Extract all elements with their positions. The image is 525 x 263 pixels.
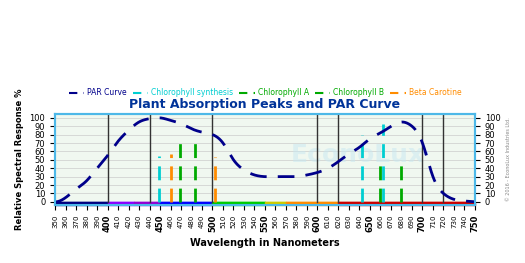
Text: ™: ™ [419,150,429,160]
Text: EconoLux: EconoLux [290,143,424,167]
Bar [160,202,213,205]
Bar [134,202,160,205]
Bar [339,202,475,205]
Bar [55,202,108,205]
Title: Plant Absorption Peaks and PAR Curve: Plant Absorption Peaks and PAR Curve [130,98,401,111]
X-axis label: Wavelength in Nanometers: Wavelength in Nanometers [190,238,340,248]
Legend: PAR Curve, Chlorophyll synthesis, Chlorophyll A, Chlorophyll B, Beta Carotine: PAR Curve, Chlorophyll synthesis, Chloro… [66,85,464,100]
Bar [213,202,265,205]
Text: © 2016 - EconoLux Industries Ltd.: © 2016 - EconoLux Industries Ltd. [506,118,511,201]
Bar [265,202,286,205]
Y-axis label: Relative Spectral Response %: Relative Spectral Response % [15,89,24,230]
Bar [108,202,134,205]
Bar [286,202,339,205]
